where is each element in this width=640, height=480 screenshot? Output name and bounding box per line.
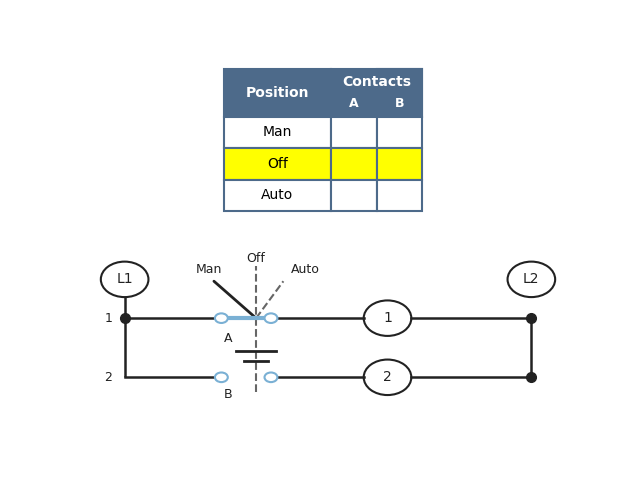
- Text: Off: Off: [267, 157, 288, 171]
- Bar: [224, 117, 331, 148]
- Bar: [331, 117, 376, 148]
- Text: B: B: [224, 388, 232, 401]
- Text: 1: 1: [104, 312, 112, 324]
- Text: B: B: [395, 97, 404, 110]
- Text: A: A: [349, 97, 358, 110]
- Bar: [224, 69, 331, 117]
- Text: Off: Off: [246, 252, 266, 264]
- Bar: [376, 148, 422, 180]
- Text: Contacts: Contacts: [342, 75, 411, 89]
- Text: Position: Position: [246, 86, 309, 100]
- Text: L2: L2: [523, 272, 540, 287]
- Circle shape: [264, 372, 277, 382]
- Bar: [224, 180, 331, 211]
- Bar: [331, 148, 376, 180]
- Text: 1: 1: [383, 311, 392, 325]
- Bar: [376, 117, 422, 148]
- Text: A: A: [224, 332, 232, 345]
- Bar: [376, 180, 422, 211]
- Circle shape: [215, 372, 228, 382]
- Text: L1: L1: [116, 272, 133, 287]
- Text: Auto: Auto: [291, 263, 320, 276]
- Text: 2: 2: [104, 371, 112, 384]
- Text: 2: 2: [383, 370, 392, 384]
- Text: Auto: Auto: [261, 188, 294, 202]
- Text: Man: Man: [196, 263, 222, 276]
- Bar: [376, 69, 422, 117]
- Circle shape: [215, 313, 228, 323]
- Bar: [331, 180, 376, 211]
- Text: Man: Man: [263, 125, 292, 140]
- Bar: [331, 69, 422, 117]
- Bar: [224, 148, 331, 180]
- Circle shape: [264, 313, 277, 323]
